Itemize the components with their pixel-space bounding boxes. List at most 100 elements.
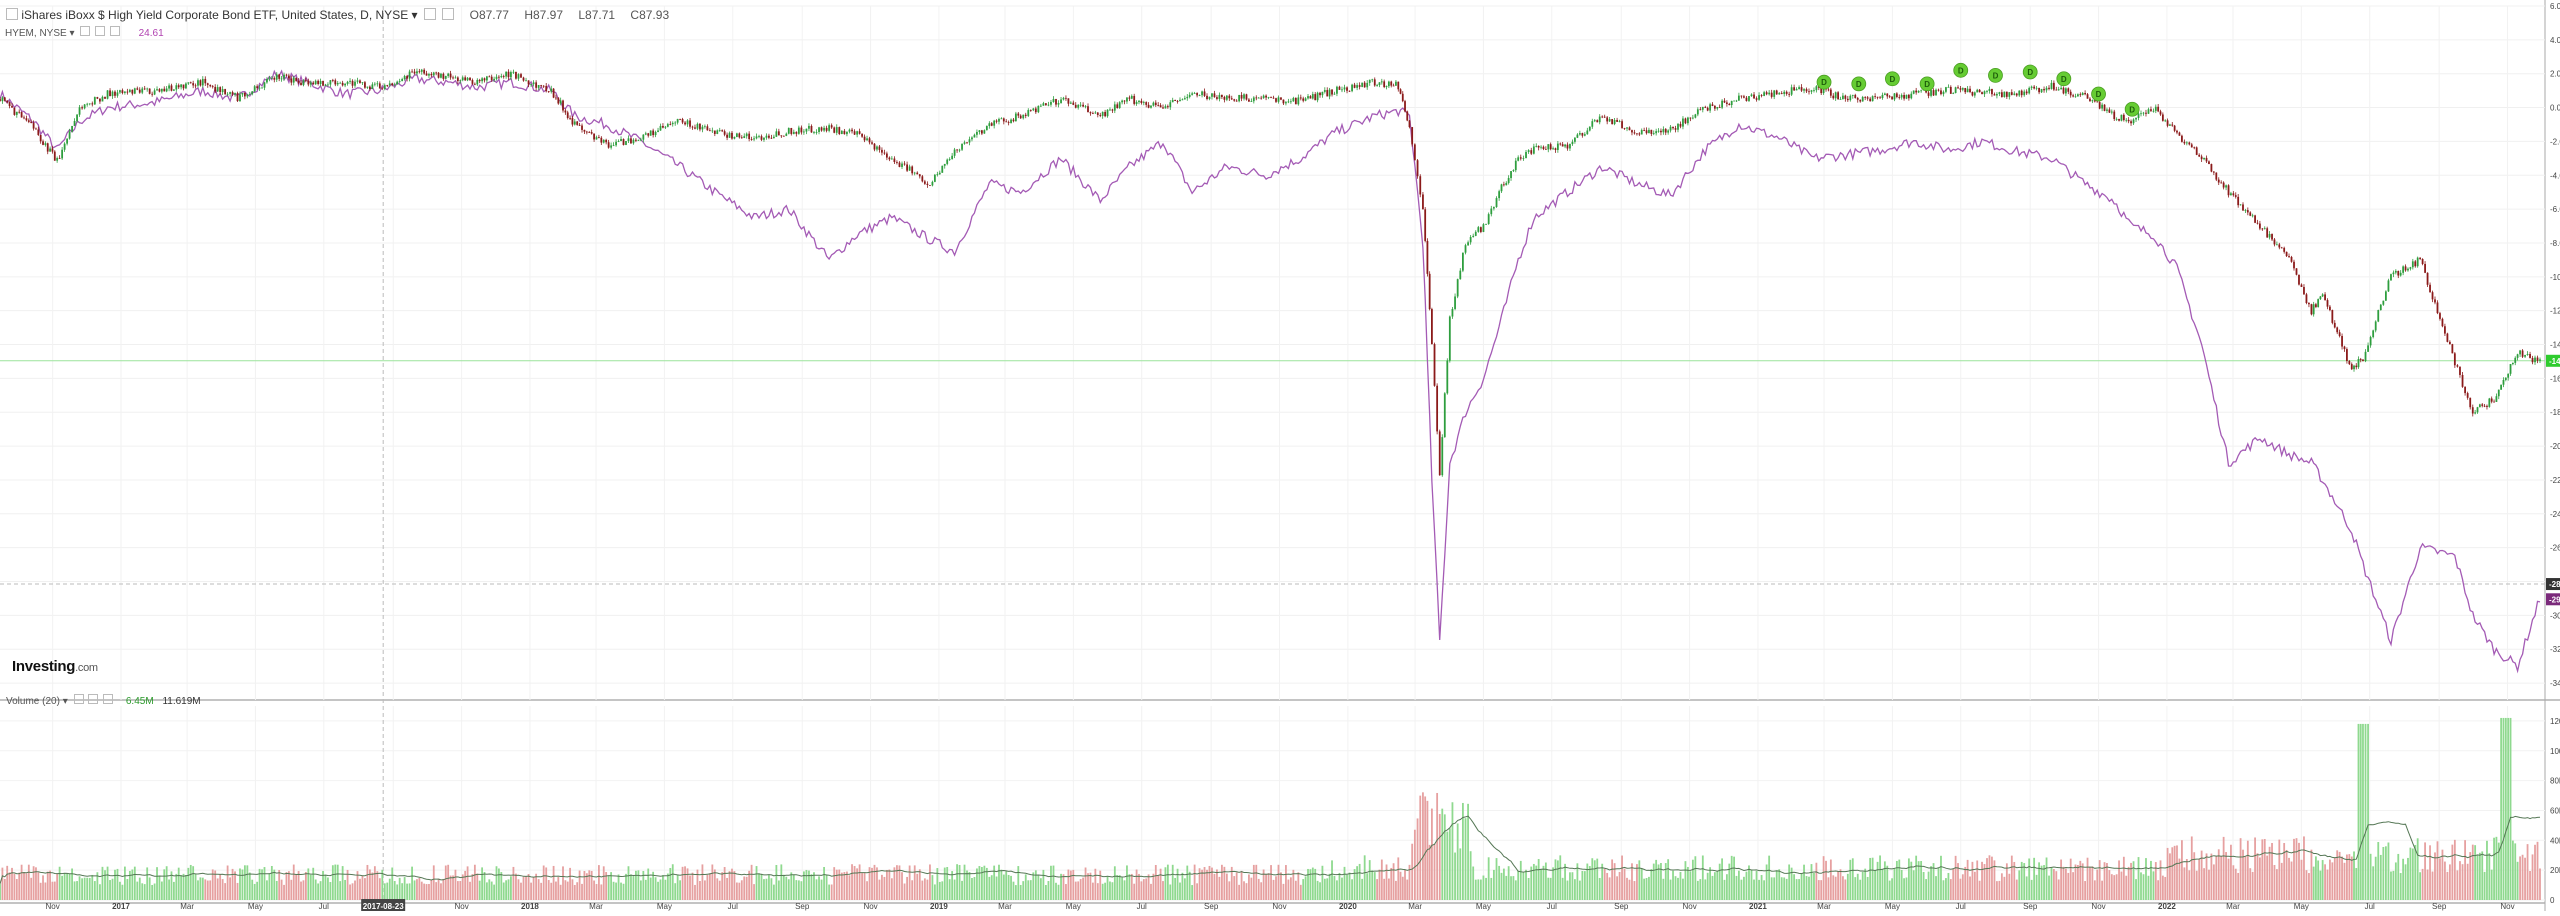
volume-bar — [297, 871, 300, 900]
candle-body — [2232, 193, 2235, 196]
settings-square-icon[interactable] — [423, 8, 436, 20]
volume-bar — [1932, 863, 1935, 900]
volume-bar — [792, 874, 795, 900]
volume-bar — [266, 880, 268, 900]
candle-body — [297, 80, 300, 83]
volume-bar — [1723, 879, 1726, 900]
volume-bar — [2152, 871, 2155, 900]
volume-bar — [966, 870, 968, 900]
volume-bar — [1490, 877, 1493, 900]
eye-square-icon[interactable] — [95, 26, 106, 36]
volume-bar — [2220, 856, 2223, 900]
candle-body — [1113, 104, 1116, 111]
candle-body — [2030, 86, 2033, 88]
volume-bar — [121, 884, 124, 900]
candle-body — [800, 127, 803, 133]
volume-bar — [958, 864, 961, 900]
candle-body — [726, 134, 728, 138]
volume-bar — [1196, 883, 1198, 900]
candle-body — [559, 100, 562, 104]
chevron-down-icon[interactable]: ▾ — [69, 28, 75, 39]
volume-bar — [1891, 878, 1893, 900]
candle-body — [588, 132, 591, 133]
compare-symbol[interactable]: HYEM, NYSE — [5, 28, 67, 39]
candle-body — [1737, 95, 1740, 101]
candle-body — [158, 89, 161, 92]
close-square-icon[interactable] — [103, 694, 114, 704]
volume-bar — [2237, 872, 2240, 900]
collapse-square-icon[interactable] — [6, 8, 18, 20]
candle-body — [733, 136, 736, 139]
candle-body — [605, 139, 608, 143]
compare-series-line — [0, 69, 2541, 674]
volume-bar — [364, 878, 366, 900]
candle-body — [1740, 95, 1743, 97]
volume-bar — [1920, 861, 1923, 900]
volume-bar — [1755, 870, 1758, 900]
volume-bar — [2067, 872, 2070, 900]
candle-body — [1052, 99, 1055, 102]
volume-bar — [1109, 881, 1111, 900]
price-tag-label: -28.15 — [2549, 580, 2560, 589]
candle-body — [1628, 127, 1631, 131]
volume-bar — [2441, 849, 2444, 900]
candle-body — [745, 133, 748, 137]
candle-body — [1218, 94, 1221, 99]
volume-bar — [2089, 866, 2091, 900]
volume-bar — [893, 867, 896, 900]
candle-body — [56, 157, 59, 161]
instrument-title[interactable]: iShares iBoxx $ High Yield Corporate Bon… — [21, 8, 409, 22]
volume-bar — [1441, 808, 1444, 900]
volume-bar — [578, 870, 581, 900]
candle-body — [1101, 111, 1104, 116]
chevron-down-icon[interactable]: ▾ — [411, 8, 418, 22]
dividend-marker-icon — [2056, 71, 2072, 87]
price-tag-hyem — [2546, 593, 2560, 606]
volume-bar — [243, 865, 246, 900]
volume-bar — [1813, 872, 1815, 900]
volume-bar — [3, 878, 6, 900]
close-square-icon[interactable] — [109, 26, 120, 36]
candle-body — [2448, 341, 2451, 345]
volume-bar — [2239, 838, 2242, 900]
candle-body — [1392, 85, 1395, 87]
candle-body — [1428, 273, 1431, 310]
candle-body — [381, 88, 384, 90]
volume-bar — [1336, 880, 1338, 900]
volume-bar — [1522, 872, 1525, 900]
x-tick-label: Mar — [1408, 902, 1422, 911]
candle-body — [2303, 286, 2305, 295]
volume-label[interactable]: Volume (20) — [6, 696, 60, 707]
chevron-down-icon[interactable]: ▾ — [62, 696, 68, 707]
eye-square-icon[interactable] — [88, 694, 99, 704]
volume-bar — [201, 877, 204, 900]
candle-body — [2416, 257, 2419, 267]
eye-square-icon[interactable] — [442, 8, 455, 20]
candle-body — [585, 131, 588, 133]
settings-square-icon[interactable] — [73, 694, 84, 704]
candle-body — [2055, 89, 2058, 91]
candle-body — [1788, 93, 1791, 95]
candle-body — [1775, 90, 1778, 95]
candle-body — [185, 83, 187, 89]
volume-bar — [1959, 878, 1962, 900]
volume-bar — [344, 879, 346, 900]
volume-bar — [1262, 869, 1265, 900]
volume-bar — [946, 866, 949, 900]
candle-body — [1145, 102, 1148, 105]
volume-bar — [825, 874, 828, 900]
volume-bar — [1113, 866, 1116, 900]
candle-body — [1055, 99, 1057, 105]
candle-body — [2478, 404, 2481, 408]
volume-bar — [765, 878, 768, 900]
volume-bar — [1361, 878, 1364, 900]
settings-square-icon[interactable] — [80, 26, 91, 36]
volume-bar — [662, 875, 664, 900]
candle-body — [452, 77, 454, 79]
volume-bar — [1017, 866, 1020, 900]
candle-body — [652, 130, 655, 136]
volume-bar — [2308, 873, 2310, 900]
volume-bar — [1711, 875, 1714, 900]
